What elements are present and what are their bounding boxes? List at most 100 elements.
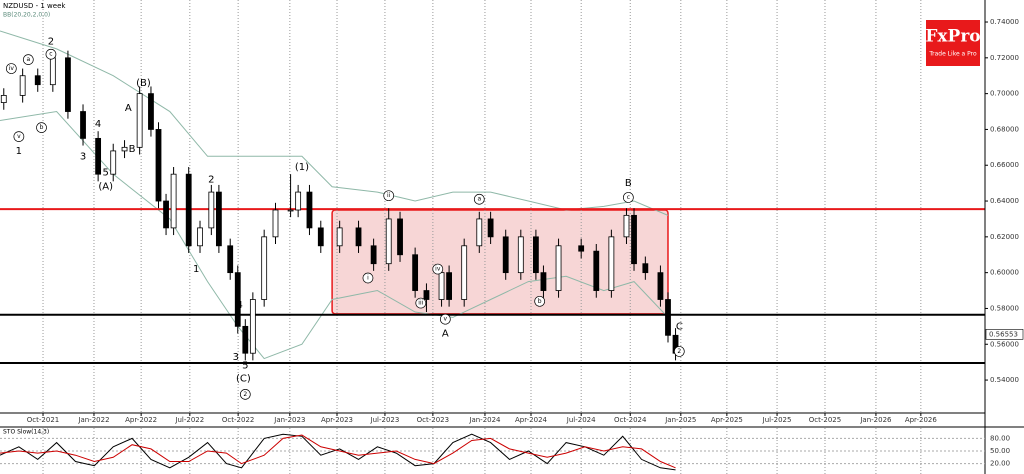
candle-body [65,57,71,112]
x-tick-label: Jul-2022 [174,416,204,424]
wave-label: b [40,124,44,131]
wave-label: (B) [136,78,151,89]
logo-name: FxPro [925,27,980,47]
wave-label: 4 [236,300,242,311]
y-tick-label: 0.62000 [990,233,1019,241]
candle-body [227,245,234,274]
candle-body [261,236,268,300]
oscillator-tick-label: 80.00 [990,434,1010,442]
wave-circle [623,192,634,203]
y-tick-label: 0.64000 [990,197,1019,205]
x-tick-label: Apr-2024 [515,416,548,424]
x-tick-label: Oct-2024 [614,416,647,424]
candle-body [423,290,430,300]
wave-circle [673,346,685,357]
candle-body [249,299,256,354]
wave-label: iv [9,65,15,72]
oscillator-line [0,434,676,469]
candle-body [185,173,192,247]
wave-circle [432,263,444,275]
wave-circle [239,389,251,400]
candle-body [517,236,524,274]
y-tick-label: 0.68000 [990,125,1019,133]
indicator-label: BB(20,20,2,0,0) [3,12,50,19]
wave-label: c [627,194,630,201]
candle-body [578,245,585,252]
wave-label: v [444,316,448,323]
wave-label: C [676,321,683,332]
wave-circle [36,122,47,133]
wave-label: iv [435,266,441,273]
candle-body [306,191,313,229]
candle-body [355,227,362,247]
wave-label: v [17,133,21,140]
price-tag [985,329,1024,340]
wave-label: b [538,298,542,305]
wave-label: A [442,329,449,340]
bollinger-band [0,110,669,360]
price-tag-label: 0.56553 [989,330,1018,338]
candle-body [95,137,102,175]
y-tick-label: 0.66000 [990,161,1019,169]
candle-body [170,173,177,229]
candle-body [197,227,203,247]
wave-circle [362,272,374,284]
candle-body [19,75,26,96]
wave-circle [45,48,57,60]
candle-body [397,218,403,256]
oscillator-tick-label: 50.00 [990,447,1010,455]
wave-label: (A) [98,182,113,193]
candle-body [34,75,41,86]
candle-body [385,218,392,265]
wave-label: 3 [80,151,86,162]
x-tick-label: Oct-2021 [27,416,59,424]
candle-body [540,272,547,291]
candle-body [155,129,162,202]
logo-tagline: Trade Like a Pro [928,51,977,58]
wave-label: 2 [677,348,681,355]
candle-body [593,250,600,291]
y-tick-label: 0.72000 [990,54,1019,62]
x-tick-label: Oct-2025 [809,416,841,424]
candle-body [272,209,279,238]
wave-label: a [477,196,481,203]
candle-body [555,245,562,291]
wave-circle [13,131,25,142]
x-tick-label: Jul-2023 [370,416,400,424]
x-tick-label: Oct-2022 [222,416,254,424]
candle-body [215,191,222,247]
logo-box [926,20,980,66]
wave-label: 3 [233,352,239,363]
wave-circle [383,190,395,202]
candle-body [370,245,377,265]
candle-body [80,111,86,139]
wave-label: 2 [208,175,214,186]
range-zone [331,209,669,315]
candle-body [446,272,452,300]
candle-body [487,218,494,238]
wave-label: 1 [193,264,199,275]
wave-label: iii [418,300,423,307]
candle-body [461,245,468,300]
candle-body [317,227,324,247]
y-tick-label: 0.70000 [990,90,1019,98]
wave-label: 5 [102,167,108,178]
candle-body [502,236,509,274]
candle-body [208,191,215,229]
wave-circle [415,297,427,309]
x-tick-label: Apr-2026 [905,416,938,424]
candle-body [476,218,483,247]
wave-label: i [367,275,369,282]
x-tick-label: Jul-2025 [762,416,792,424]
wave-label: (C) [236,373,251,384]
candle-body [438,272,445,300]
candle-body [336,227,343,247]
x-tick-label: Jan-2022 [77,416,109,424]
candle-body [234,272,241,327]
candle-body [412,254,419,291]
oscillator-title: STO Slow(14,3) [3,429,49,436]
y-tick-label: 0.56000 [990,340,1019,348]
candle-body [533,236,539,274]
wave-label: 2 [48,37,54,48]
wave-label: a [26,56,30,63]
